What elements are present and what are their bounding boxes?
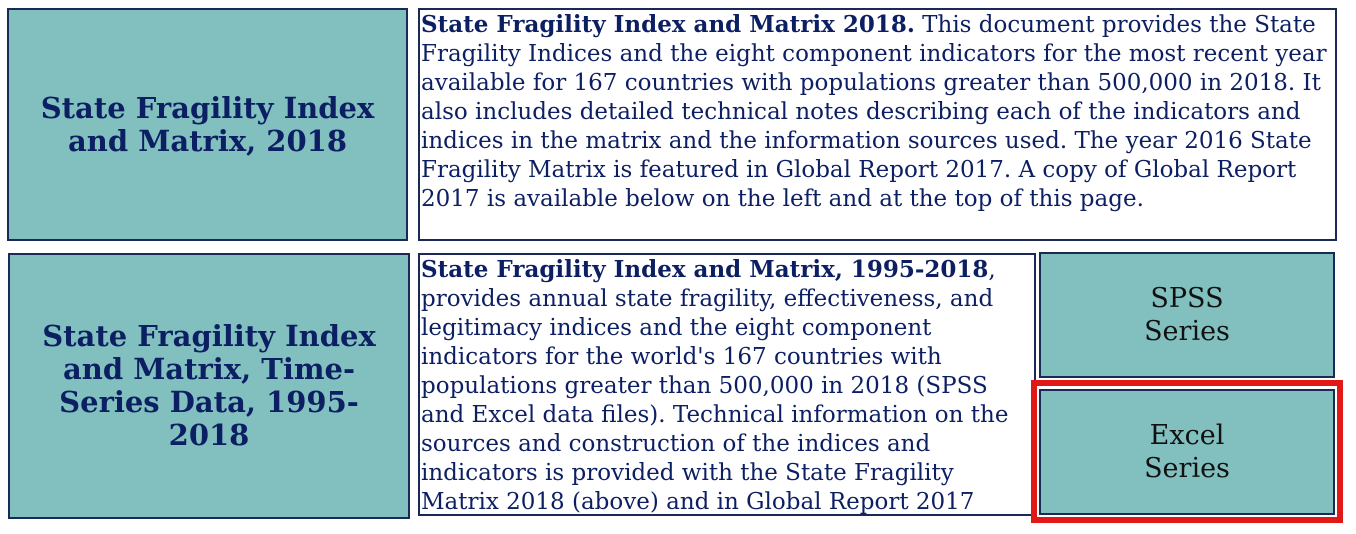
description-title[interactable]: State Fragility Index and Matrix, 1995-2…: [421, 256, 989, 283]
tile-title: State Fragility Index and Matrix, 2018: [40, 90, 375, 158]
description-fragility-time-series: State Fragility Index and Matrix, 1995-2…: [418, 253, 1036, 516]
tile-fragility-time-series[interactable]: State Fragility Index and Matrix, Time-S…: [8, 253, 410, 519]
description-title[interactable]: State Fragility Index and Matrix 2018.: [421, 11, 915, 38]
excel-series-label: Excel Series: [1144, 420, 1230, 484]
tile-fragility-matrix-2018[interactable]: State Fragility Index and Matrix, 2018: [7, 8, 408, 241]
tile-title: State Fragility Index and Matrix, Time-S…: [42, 319, 376, 452]
spss-series-button[interactable]: SPSS Series: [1039, 252, 1335, 378]
excel-series-button[interactable]: Excel Series: [1039, 389, 1335, 515]
description-fragility-matrix-2018: State Fragility Index and Matrix 2018. T…: [418, 8, 1337, 241]
description-body: , provides annual state fragility, effec…: [421, 257, 1009, 515]
description-body: This document provides the State Fragili…: [421, 12, 1327, 212]
spss-series-label: SPSS Series: [1144, 283, 1230, 347]
